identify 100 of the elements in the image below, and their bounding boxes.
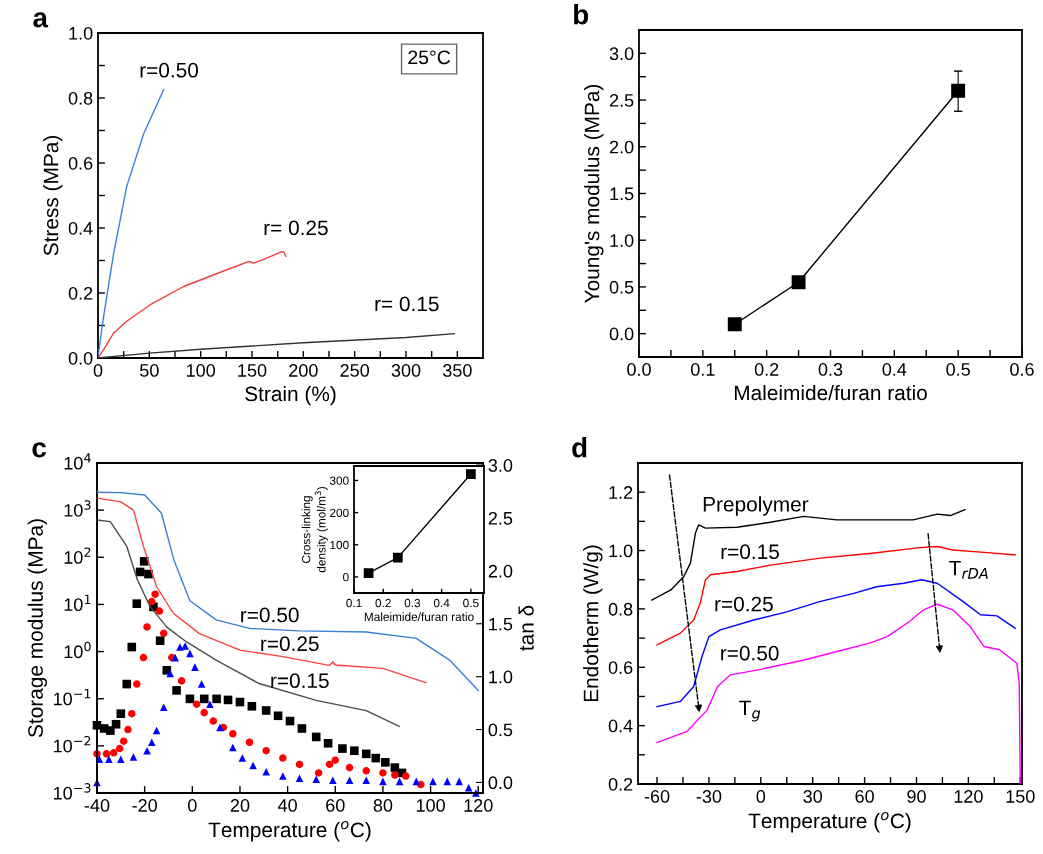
x-tick-label: 90 [907,790,926,803]
chart-title: b [574,4,589,25]
y-tick-label: 0.0 [68,351,93,365]
y-tick-label: 10$^{2}$ [64,547,91,564]
point [791,275,806,290]
x-tick-label: 0.0 [627,363,651,376]
x-tick-label: -60 [644,790,670,803]
line-series [98,332,455,358]
y-tick-label: 200 [330,508,349,518]
y-axis-title: Young's modulus (MPa) [584,84,604,303]
y2-tick-label: 1.0 [489,670,513,684]
y-tick-label: 10$^{−1}$ [53,689,91,706]
x-tick-label: -40 [84,799,110,812]
y2-tick-label: 3.0 [488,459,513,472]
x-tick-label: 0 [93,364,103,377]
y-tick-label: 1.0 [69,26,93,40]
x-tick-label: 20 [230,799,250,812]
x-tick-label: 120 [464,799,493,812]
annotation: r=0.50 [241,607,299,623]
x-axis-title: Strain (%) [245,385,336,406]
x-tick-label: 0.5 [946,363,970,376]
y-tick-label: 0.2 [68,286,93,300]
chart-title: d [572,437,587,458]
x-tick-label: 0.1 [690,363,715,376]
x-tick-label: 0.3 [404,598,421,608]
y-tick-label: 100 [330,540,349,550]
y-tick-label: 1.2 [609,486,633,499]
x-tick-label: 0 [187,799,197,812]
y2-axis-title: tan δ [518,605,534,651]
y-tick-label: 1.0 [610,234,634,247]
y-axis-title: Stress (MPa) [43,136,63,256]
x-axis-title: Maleimide/furan ratio [734,384,927,401]
x-tick-label: -20 [132,799,157,812]
line-series [98,88,165,358]
y-tick-label: 10$^{4}$ [64,453,91,470]
y-tick-label: 0.4 [608,719,633,733]
x-tick-label: 120 [954,790,983,803]
x-tick-label: 100 [416,799,445,812]
y-tick-label: 0.5 [609,280,634,294]
x-tick-label: 250 [340,364,370,377]
y-tick-label: 2.0 [609,140,634,154]
annotation: T$_{rDA}$ [949,560,988,579]
y-tick-label: 0.4 [68,221,93,235]
annotation: r= 0.15 [375,296,439,312]
y-tick-label: 10$^{3}$ [64,500,91,517]
y-tick-label: 0.2 [608,777,633,791]
y-tick-label: 0 [343,572,349,582]
y-tick-label: 0.6 [68,156,93,170]
y-axis-title: Storage modulus (MPa) [27,519,48,738]
annotation: r=0.15 [271,673,329,689]
x-tick-label: 200 [289,364,318,377]
x-tick-label: 100 [186,364,216,377]
line-series [98,251,287,358]
x-tick-label: 150 [238,364,267,377]
x-tick-label: 80 [373,799,393,812]
x-tick-label: 150 [1006,790,1035,803]
y-tick-label: 1.5 [610,187,634,201]
chart-title: a [33,12,49,28]
x-tick-label: -30 [696,790,722,803]
chart-title: c [32,442,47,458]
y-tick-label: 1.0 [609,544,633,558]
annotation: 25°C [408,50,451,65]
x-tick-label: 60 [855,790,874,803]
annotation: r=0.50 [721,645,779,661]
y-axis-title: Endotherm (W/g) [583,545,603,702]
annotation: Prepolymer [703,496,809,516]
y2-tick-label: 0.0 [488,776,513,790]
x-axis-title: Maleimide/furan ratio [364,612,474,622]
line-series [97,491,479,692]
x-tick-label: 50 [140,364,159,377]
x-tick-label: 60 [326,799,345,812]
x-tick-label: 40 [277,799,297,812]
x-tick-label: 300 [391,364,421,377]
x-tick-label: 0.1 [346,598,362,608]
x-tick-label: 0.4 [882,363,907,376]
y2-tick-label: 2.0 [488,564,513,578]
y2-tick-label: 1.5 [489,617,513,631]
x-tick-label: 0.2 [375,598,391,608]
line-series [656,545,1016,646]
y-tick-label: 10$^{−2}$ [53,735,91,753]
y-tick-label: 10$^{−3}$ [53,783,91,800]
point [465,469,476,479]
y-tick-label: 0.8 [68,91,93,105]
y-tick-label: 0.0 [609,327,634,341]
point [951,83,966,98]
y-tick-label: 300 [329,476,349,485]
y-tick-label: 3.0 [609,47,634,61]
annotation: r= 0.25 [264,220,328,236]
y-axis-title: Cross-linking density (mol/m$^{3}$) [301,487,328,573]
x-tick-label: 0.5 [463,598,479,608]
y2-tick-label: 0.5 [488,723,513,737]
x-tick-label: 30 [803,790,823,803]
x-tick-label: 0.4 [433,598,450,608]
y-tick-label: 10$^{0}$ [64,641,91,659]
y-tick-label: 0.8 [608,602,633,616]
point [363,568,374,578]
x-tick-label: 350 [442,364,472,377]
point [392,552,403,563]
y-tick-label: 10$^{1}$ [64,594,91,612]
annotation: r=0.15 [721,544,779,560]
